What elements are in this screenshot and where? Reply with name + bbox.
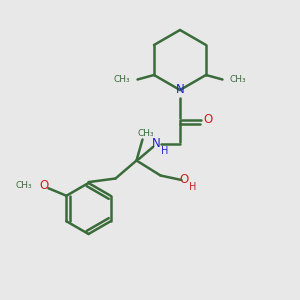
Text: O: O [180,173,189,187]
Text: N: N [152,137,160,151]
Text: H: H [161,146,169,157]
Text: O: O [204,113,213,127]
Text: CH₃: CH₃ [230,75,247,84]
Text: CH₃: CH₃ [137,129,154,138]
Text: CH₃: CH₃ [113,75,130,84]
Text: N: N [176,83,184,97]
Text: H: H [189,182,197,193]
Text: CH₃: CH₃ [15,181,32,190]
Text: O: O [39,179,49,192]
